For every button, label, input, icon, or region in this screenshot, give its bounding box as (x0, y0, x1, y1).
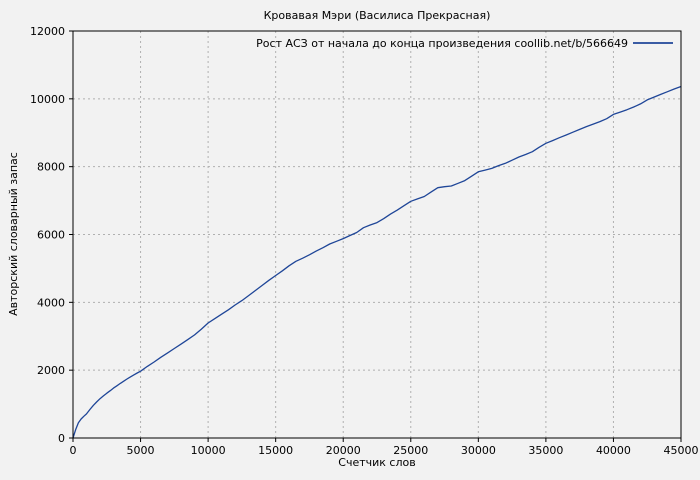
y-axis-tick-label: 6000 (37, 229, 65, 242)
x-axis-tick-label: 35000 (528, 444, 563, 457)
chart-title: Кровавая Мэри (Василиса Прекрасная) (263, 9, 491, 22)
legend-label: Рост АСЗ от начала до конца произведения… (256, 37, 628, 50)
x-axis-tick-label: 45000 (664, 444, 699, 457)
x-axis-title: Счетчик слов (338, 456, 416, 469)
y-axis-tick-label: 4000 (37, 296, 65, 309)
x-axis-tick-label: 25000 (393, 444, 428, 457)
x-axis-tick-label: 20000 (326, 444, 361, 457)
x-axis-tick-label: 30000 (461, 444, 496, 457)
y-axis-tick-label: 10000 (30, 93, 65, 106)
y-axis-title: Авторский словарный запас (7, 152, 20, 316)
y-axis-tick-label: 8000 (37, 161, 65, 174)
x-axis-tick-label: 40000 (596, 444, 631, 457)
data-line (72, 85, 682, 439)
x-axis-tick-label: 0 (70, 444, 77, 457)
y-axis-tick-label: 0 (58, 432, 65, 445)
x-axis-tick-label: 5000 (127, 444, 155, 457)
x-axis-tick-label: 15000 (258, 444, 293, 457)
y-axis-tick-label: 2000 (37, 364, 65, 377)
y-axis-tick-label: 12000 (30, 25, 65, 38)
x-axis-tick-label: 10000 (191, 444, 226, 457)
